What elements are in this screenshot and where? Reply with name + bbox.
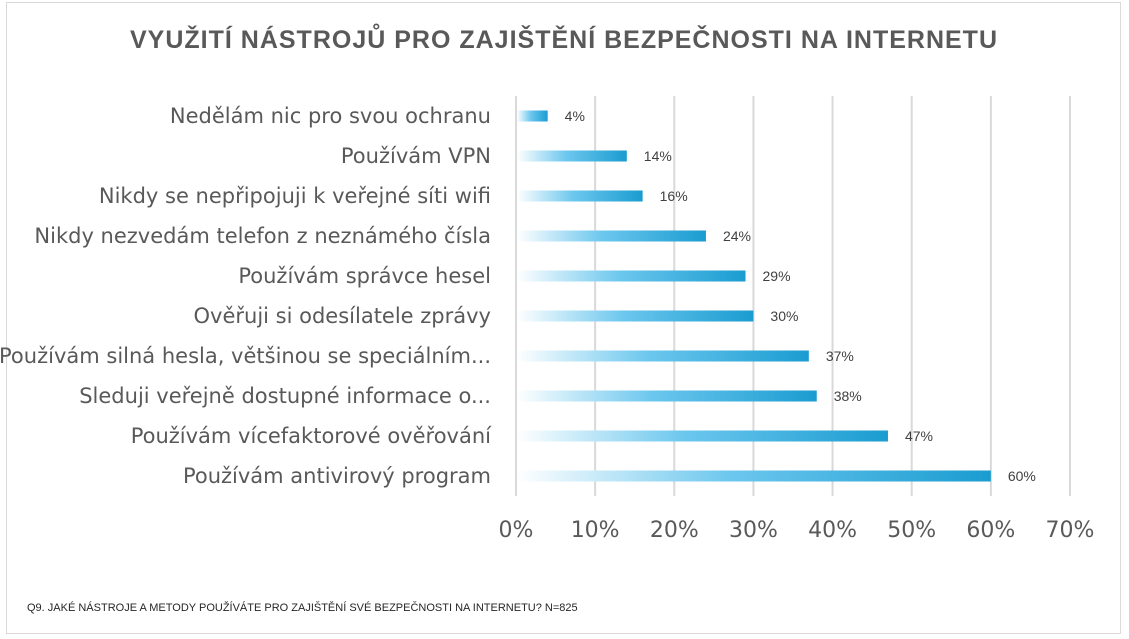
x-tick-label: 10% xyxy=(571,518,620,543)
category-label: Používám vícefaktorové ověřování xyxy=(131,424,492,448)
x-tick-label: 20% xyxy=(650,518,699,543)
x-tick-label: 30% xyxy=(729,518,778,543)
category-label: Nedělám nic pro svou ochranu xyxy=(170,104,491,128)
data-label: 16% xyxy=(660,188,688,204)
x-tick-label: 60% xyxy=(966,518,1015,543)
chart-title: VYUŽITÍ NÁSTROJŮ PRO ZAJIŠTĚNÍ BEZPEČNOS… xyxy=(130,22,998,54)
bar xyxy=(517,190,643,202)
data-label: 37% xyxy=(826,348,854,364)
bar xyxy=(517,350,809,362)
bar xyxy=(517,430,888,442)
bar xyxy=(517,150,627,162)
bar xyxy=(517,230,706,242)
category-label: Ověřuji si odesílatele zprávy xyxy=(194,304,492,328)
data-label: 14% xyxy=(644,148,672,164)
category-label: Používám antivirový program xyxy=(183,464,491,488)
x-axis-ticks: 0% 10% 20% 30% 40% 50% 60% 70% xyxy=(499,518,1095,543)
data-label: 60% xyxy=(1008,468,1036,484)
category-label: Nikdy se nepřipojuji k veřejné síti wifi xyxy=(99,184,491,208)
data-label: 24% xyxy=(723,228,751,244)
data-label: 47% xyxy=(905,428,933,444)
bar-series xyxy=(517,110,991,482)
category-label: Nikdy nezvedám telefon z neznámého čísla xyxy=(34,224,491,248)
x-tick-label: 50% xyxy=(887,518,936,543)
bar xyxy=(517,470,991,482)
data-label: 29% xyxy=(763,268,791,284)
x-tick-label: 40% xyxy=(808,518,857,543)
category-label: Používám silná hesla, většinou se speciá… xyxy=(0,344,491,368)
data-labels: 4% 14% 16% 24% 29% 30% 37% 38% 47% 60% xyxy=(565,108,1036,484)
x-tick-label: 70% xyxy=(1046,518,1095,543)
x-tick-label: 0% xyxy=(499,518,534,543)
category-label: Používám VPN xyxy=(341,144,491,168)
gridlines xyxy=(515,96,1071,496)
bar xyxy=(517,310,754,322)
category-label: Sleduji veřejně dostupné informace o... xyxy=(79,384,491,408)
bar xyxy=(517,270,746,282)
category-label: Používám správce hesel xyxy=(238,264,491,288)
data-label: 30% xyxy=(770,308,798,324)
footnote: Q9. JAKÉ NÁSTROJE A METODY POUŽÍVÁTE PRO… xyxy=(27,601,578,614)
data-label: 4% xyxy=(565,108,585,124)
category-labels: Nedělám nic pro svou ochranu Používám VPN… xyxy=(0,104,492,488)
bar xyxy=(517,110,548,122)
bar xyxy=(517,390,817,402)
data-label: 38% xyxy=(834,388,862,404)
